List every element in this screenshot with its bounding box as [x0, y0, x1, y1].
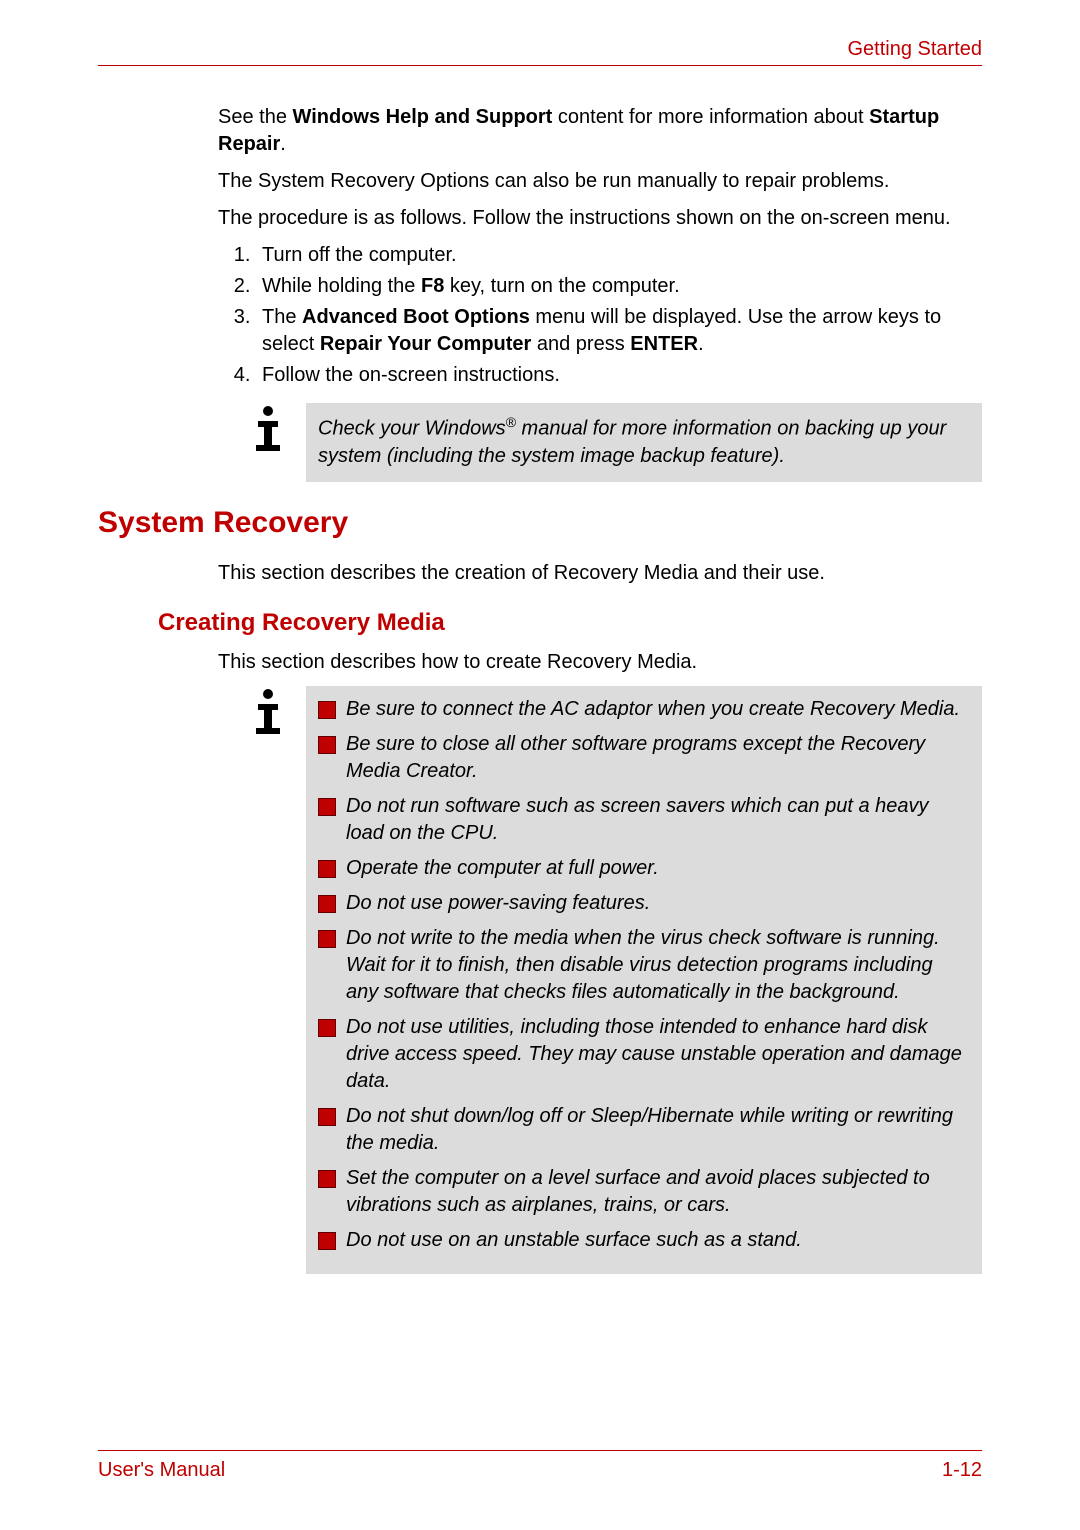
registered-mark: ®	[506, 414, 516, 430]
procedure-list: Turn off the computer. While holding the…	[240, 242, 982, 389]
intro-paragraph-3: The procedure is as follows. Follow the …	[218, 205, 982, 232]
bullet-item: Be sure to close all other software prog…	[318, 731, 970, 785]
footer-row: User's Manual 1-12	[98, 1459, 982, 1482]
section-1: This section describes the creation of R…	[218, 560, 982, 587]
intro-paragraph-1: See the Windows Help and Support content…	[218, 104, 982, 158]
section-1-text: This section describes the creation of R…	[218, 560, 982, 587]
bold-text: F8	[421, 275, 444, 297]
bullet-item: Do not shut down/log off or Sleep/Hibern…	[318, 1103, 970, 1157]
note-text-pre: Check your Windows	[318, 418, 506, 440]
step-1: Turn off the computer.	[256, 242, 982, 269]
bold-text: Advanced Boot Options	[302, 306, 530, 328]
text: The	[262, 306, 302, 328]
step-2: While holding the F8 key, turn on the co…	[256, 273, 982, 300]
intro-block: See the Windows Help and Support content…	[218, 104, 982, 389]
bullet-item: Do not use utilities, including those in…	[318, 1014, 970, 1095]
section-2: This section describes how to create Rec…	[218, 649, 982, 676]
bold-text: ENTER	[630, 333, 698, 355]
header-chapter: Getting Started	[98, 38, 982, 61]
bullet-item: Be sure to connect the AC adaptor when y…	[318, 696, 970, 723]
text: .	[698, 333, 704, 355]
bullet-item: Set the computer on a level surface and …	[318, 1165, 970, 1219]
footer-right: 1-12	[942, 1459, 982, 1482]
info-icon	[248, 403, 296, 456]
bullet-item: Do not run software such as screen saver…	[318, 793, 970, 847]
note-block-1: Check your Windows® manual for more info…	[248, 403, 982, 482]
bullet-item: Operate the computer at full power.	[318, 855, 970, 882]
info-icon	[248, 686, 296, 739]
intro-paragraph-2: The System Recovery Options can also be …	[218, 168, 982, 195]
footer-left: User's Manual	[98, 1459, 225, 1482]
heading-system-recovery: System Recovery	[98, 506, 982, 540]
header-rule	[98, 65, 982, 66]
bullet-item: Do not write to the media when the virus…	[318, 925, 970, 1006]
step-3: The Advanced Boot Options menu will be d…	[256, 304, 982, 358]
heading-creating-recovery-media: Creating Recovery Media	[158, 609, 982, 637]
bold-text: Windows Help and Support	[293, 106, 553, 128]
footer-rule	[98, 1450, 982, 1451]
text: content for more information about	[552, 106, 869, 128]
step-4: Follow the on-screen instructions.	[256, 362, 982, 389]
note-bullet-list: Be sure to connect the AC adaptor when y…	[318, 696, 970, 1254]
note-block-2: Be sure to connect the AC adaptor when y…	[248, 686, 982, 1274]
text: .	[280, 133, 286, 155]
bold-text: Repair Your Computer	[320, 333, 532, 355]
text: While holding the	[262, 275, 421, 297]
bullet-item: Do not use power-saving features.	[318, 890, 970, 917]
text: and press	[531, 333, 630, 355]
note-box-2: Be sure to connect the AC adaptor when y…	[306, 686, 982, 1274]
text: See the	[218, 106, 293, 128]
note-box-1: Check your Windows® manual for more info…	[306, 403, 982, 482]
page-footer: User's Manual 1-12	[98, 1450, 982, 1482]
section-2-text: This section describes how to create Rec…	[218, 649, 982, 676]
text: key, turn on the computer.	[444, 275, 679, 297]
bullet-item: Do not use on an unstable surface such a…	[318, 1227, 970, 1254]
page-container: Getting Started See the Windows Help and…	[0, 0, 1080, 1274]
